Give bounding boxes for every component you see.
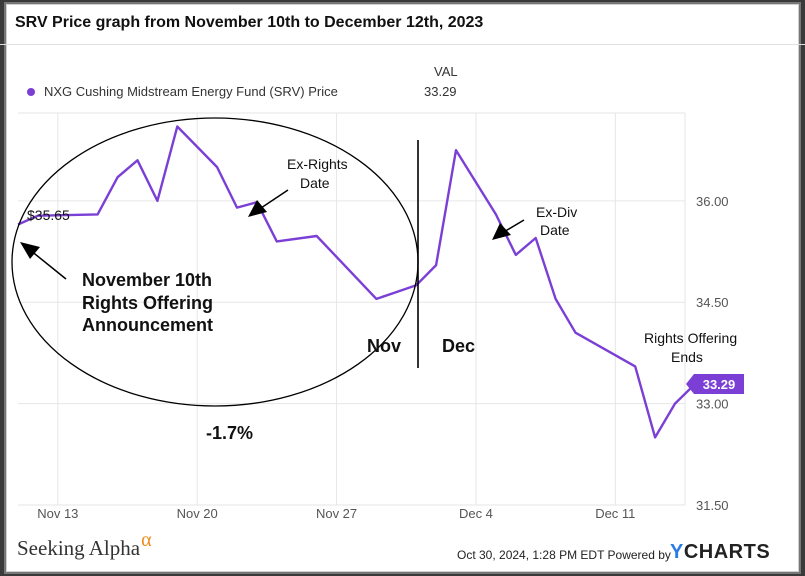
y-tick-label: 31.50 [696, 498, 729, 513]
pct-change-label: -1.7% [206, 423, 253, 443]
x-tick-label: Nov 13 [37, 506, 78, 521]
arrow-ex-div [492, 219, 525, 240]
ycharts-logo[interactable]: YCHARTS [670, 541, 770, 564]
legend-marker [27, 88, 35, 96]
x-tick-label: Nov 20 [177, 506, 218, 521]
ycharts-text: CHARTS [683, 541, 771, 563]
title-divider [0, 44, 805, 45]
chart-title: SRV Price graph from November 10th to De… [15, 14, 484, 31]
x-axis-ticks: Nov 13 Nov 20 Nov 27 Dec 4 Dec 11 [37, 506, 635, 521]
alpha-icon: α [141, 529, 152, 551]
x-tick-label: Nov 27 [316, 506, 357, 521]
dec-label: Dec [442, 336, 475, 356]
price-series-line [17, 125, 696, 439]
ex-rights-line1: Ex-Rights [287, 156, 348, 172]
x-tick-label: Dec 11 [595, 506, 635, 521]
november-note-line2: Rights Offering [82, 293, 213, 313]
y-axis-ticks: 31.50 33.00 34.50 36.00 [696, 194, 729, 513]
y-tick-label: 34.50 [696, 295, 729, 310]
legend-series-value: 33.29 [424, 84, 457, 99]
rights-ends-line2: Ends [671, 349, 703, 365]
logo-text: Seeking Alpha [17, 536, 141, 560]
last-value-badge-text: 33.29 [703, 377, 736, 392]
legend-series-name[interactable]: NXG Cushing Midstream Energy Fund (SRV) … [44, 84, 338, 99]
grid-lines [18, 112, 686, 506]
rights-ends-line1: Rights Offering [644, 330, 737, 346]
start-price-label: $35.65 [27, 207, 70, 223]
y-tick-label: 33.00 [696, 397, 729, 412]
november-ellipse [11, 117, 419, 407]
chart-frame [6, 4, 799, 572]
nov-label: Nov [367, 336, 401, 356]
seeking-alpha-logo[interactable]: Seeking Alphaα [17, 529, 152, 561]
x-tick-label: Dec 4 [459, 506, 493, 521]
arrow-ex-rights [248, 189, 289, 217]
ycharts-y: Y [670, 541, 684, 563]
arrow-start [20, 242, 67, 280]
footer-timestamp: Oct 30, 2024, 1:28 PM EDT Powered by [457, 548, 671, 562]
legend-value-header: VAL [434, 64, 458, 79]
series-layer: 33.29 [17, 125, 744, 439]
november-note-line1: November 10th [82, 270, 212, 290]
ex-div-line2: Date [540, 222, 570, 238]
last-value-badge [686, 374, 744, 395]
ex-div-line1: Ex-Div [536, 204, 577, 220]
november-note-line3: Announcement [82, 315, 213, 335]
y-tick-label: 36.00 [696, 194, 729, 209]
ex-rights-line2: Date [300, 175, 330, 191]
